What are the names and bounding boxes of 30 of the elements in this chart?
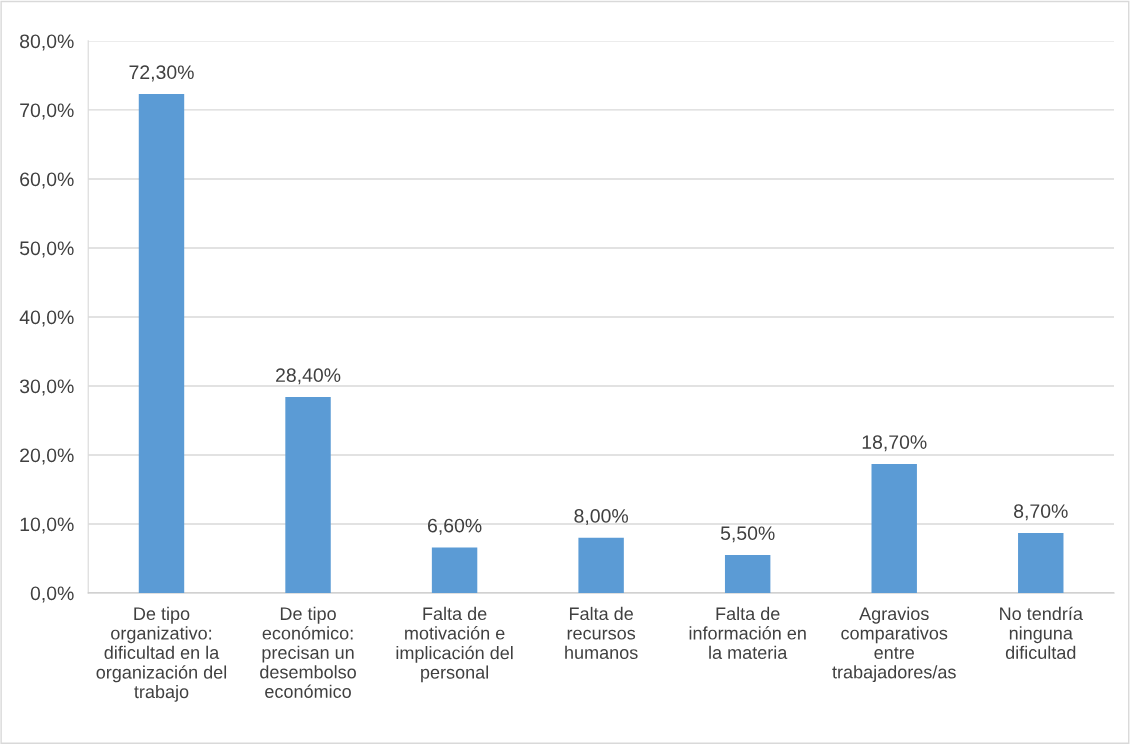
data-label: 72,30%: [129, 65, 194, 82]
x-tick-label: Falta de recursos humanos: [565, 606, 638, 660]
y-tick-label: 70,0%: [20, 103, 74, 120]
bar: [431, 547, 478, 593]
data-label: 8,00%: [574, 509, 628, 526]
x-tick-label: De tipo organizativo: dificultad en la organización del trabajo: [96, 606, 227, 702]
data-label: 18,70%: [862, 435, 927, 452]
y-tick-label: 20,0%: [20, 448, 74, 465]
y-tick-label: 50,0%: [19, 241, 74, 258]
data-label: 6,60%: [428, 518, 482, 535]
y-tick-label: 10,0%: [20, 517, 74, 534]
y-tick-label: 60,0%: [20, 172, 74, 189]
x-tick-label: No tendría ninguna dificultad: [1000, 606, 1083, 660]
bar: [138, 94, 185, 593]
bar: [724, 555, 771, 593]
data-label: 8,70%: [1014, 504, 1068, 521]
y-tick-label: 40,0%: [19, 310, 74, 327]
bar: [1018, 532, 1064, 593]
bar: [871, 463, 917, 593]
bar: [578, 537, 624, 593]
x-tick-label: Falta de motivación e implicación del personal: [396, 606, 513, 683]
y-tick-label: 80,0%: [20, 34, 74, 51]
data-label: 28,40%: [276, 368, 341, 385]
data-label: 5,50%: [720, 526, 775, 543]
x-tick-label: De tipo económico: precisan un desembolso económico: [260, 606, 356, 698]
y-tick-label: 0,0%: [30, 586, 74, 603]
bar: [285, 396, 331, 593]
x-tick-label: Agravios comparativos entre trabajadores/as: [832, 606, 956, 683]
x-tick-label: Falta de información en la materia: [689, 606, 806, 660]
y-tick-label: 30,0%: [19, 379, 74, 396]
